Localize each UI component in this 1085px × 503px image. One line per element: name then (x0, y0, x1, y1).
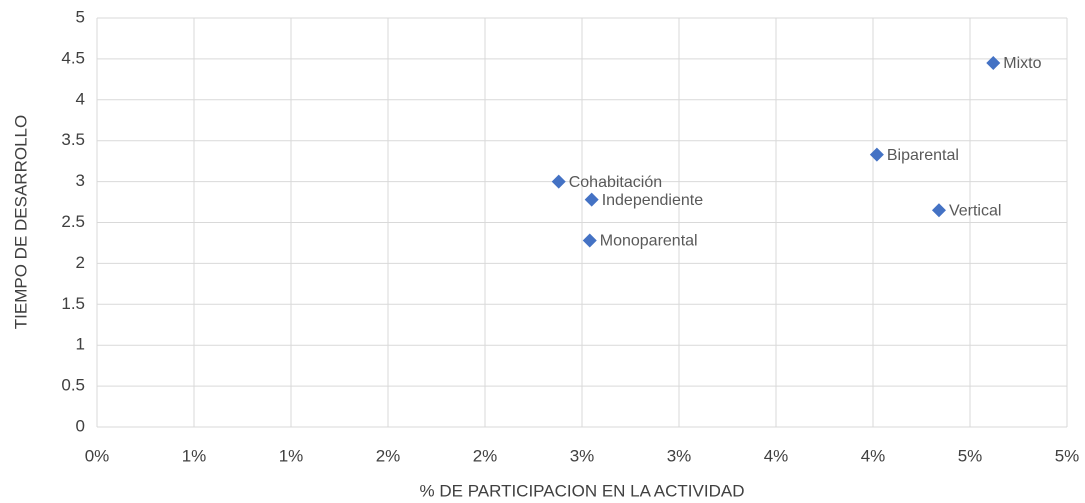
point-label: Independiente (602, 192, 704, 209)
y-tick-label: 0 (76, 416, 85, 435)
point-label: Cohabitación (569, 174, 662, 191)
data-point (931, 203, 946, 218)
y-tick-label: 4 (76, 89, 85, 108)
y-tick-label: 3.5 (61, 130, 85, 149)
y-axis-title: TIEMPO DE DESARROLLO (11, 115, 30, 329)
point-label: Monoparental (600, 233, 698, 250)
data-point (582, 233, 597, 248)
point-label: Vertical (949, 202, 1001, 219)
y-tick-label: 1.5 (61, 294, 85, 313)
y-tick-label: 4.5 (61, 48, 85, 67)
x-tick-label: 2% (376, 446, 401, 465)
y-tick-label: 2 (76, 253, 85, 272)
data-point (551, 174, 566, 189)
x-tick-label: 1% (279, 446, 304, 465)
y-tick-label: 0.5 (61, 376, 85, 395)
x-tick-label: 5% (958, 446, 983, 465)
data-point (869, 147, 884, 162)
y-tick-label: 5 (76, 7, 85, 26)
x-tick-label: 0% (85, 446, 110, 465)
data-point (584, 192, 599, 207)
point-label: Biparental (887, 147, 959, 164)
y-tick-label: 2.5 (61, 212, 85, 231)
x-axis-title: % DE PARTICIPACION EN LA ACTIVIDAD (420, 481, 745, 500)
y-tick-label: 1 (76, 335, 85, 354)
data-point (986, 55, 1001, 70)
x-tick-label: 3% (570, 446, 595, 465)
x-tick-label: 4% (861, 446, 886, 465)
point-label: Mixto (1003, 55, 1041, 72)
x-tick-label: 5% (1055, 446, 1080, 465)
x-tick-label: 1% (182, 446, 207, 465)
y-tick-label: 3 (76, 171, 85, 190)
x-tick-label: 3% (667, 446, 692, 465)
x-tick-label: 2% (473, 446, 498, 465)
x-tick-label: 4% (764, 446, 789, 465)
